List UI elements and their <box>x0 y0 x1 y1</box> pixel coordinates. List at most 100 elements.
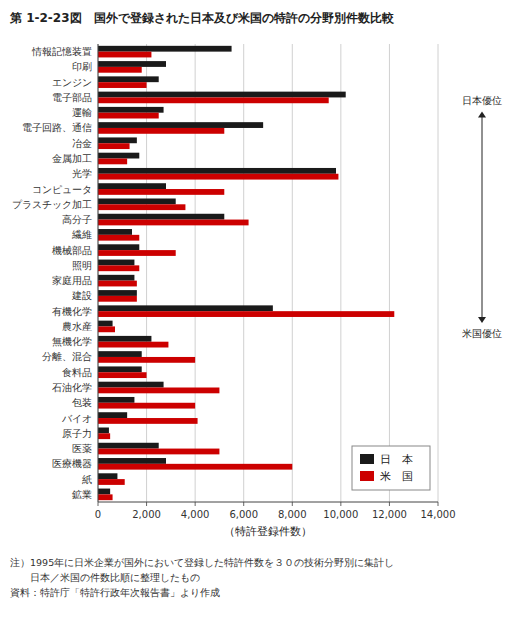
tick-mark <box>292 502 293 506</box>
y-axis <box>98 44 99 502</box>
tick-label: 14,000 <box>421 509 456 520</box>
bar <box>98 326 115 332</box>
category-label: 電子回路、通信 <box>22 122 92 133</box>
legend-label: 日 本 <box>380 453 413 466</box>
bar <box>98 305 273 311</box>
arrow-head <box>478 317 486 323</box>
bar <box>98 265 139 271</box>
bar <box>98 92 346 98</box>
tick-mark <box>438 502 439 506</box>
bar <box>98 97 329 103</box>
bar <box>98 260 134 266</box>
tick-label: 2,000 <box>132 509 161 520</box>
legend: 日 本米 国 <box>352 446 430 490</box>
notes: 注）1995年に日米企業が国外において登録した特許件数を３０の技術分野別に集計し… <box>10 557 394 598</box>
tick-mark <box>340 502 341 506</box>
category-label: 電子部品 <box>52 92 92 103</box>
tick-mark <box>243 502 244 506</box>
bar <box>98 443 159 449</box>
bar <box>98 67 142 73</box>
bar <box>98 137 137 143</box>
category-label: 農水産 <box>62 321 92 332</box>
grid-line <box>195 44 196 502</box>
bar <box>98 244 139 250</box>
category-labels: 情報記憶装置印刷エンジン電子部品運輸電子回路、通信冶金金属加工光学コンピュータプ… <box>12 46 92 500</box>
grid-line <box>292 44 293 502</box>
bar <box>98 489 110 495</box>
bar <box>98 397 134 403</box>
category-label: 冶金 <box>72 138 92 149</box>
bar <box>98 433 110 439</box>
annotation-arrow <box>482 116 483 320</box>
bar <box>98 214 224 220</box>
arrow-head <box>478 112 486 118</box>
grid-line <box>243 44 244 502</box>
bar <box>98 479 125 485</box>
category-label: 光学 <box>72 168 92 179</box>
legend-swatch <box>360 471 374 481</box>
annotation-panel: 日本優位米国優位 <box>462 95 502 340</box>
bar <box>98 189 224 195</box>
annotation: 日本優位 <box>462 95 502 106</box>
note: 注）1995年に日米企業が国外において登録した特許件数を３０の技術分野別に集計し <box>10 557 394 568</box>
bar <box>98 464 292 470</box>
bar <box>98 174 338 180</box>
bar <box>98 76 159 82</box>
tick-mark <box>389 502 390 506</box>
grid-line <box>340 44 341 502</box>
bar <box>98 311 394 317</box>
bar <box>98 418 198 424</box>
bar <box>98 449 219 455</box>
category-label: コンピュータ <box>32 184 92 195</box>
bar <box>98 412 127 418</box>
category-label: 医療機器 <box>52 458 92 469</box>
category-label: 情報記憶装置 <box>31 46 92 57</box>
tick-label: 4,000 <box>181 509 210 520</box>
category-label: 高分子 <box>62 214 92 225</box>
grid-line <box>98 44 99 502</box>
category-label: 機械部品 <box>52 245 92 256</box>
bar <box>98 122 263 128</box>
bar <box>98 403 195 409</box>
legend-swatch <box>360 454 374 464</box>
bar <box>98 321 113 327</box>
bar <box>98 204 185 210</box>
tick-mark <box>195 502 196 506</box>
category-label: エンジン <box>52 77 92 88</box>
bar <box>98 107 164 113</box>
tick-label: 6,000 <box>229 509 258 520</box>
bar <box>98 143 130 149</box>
bar <box>98 366 142 372</box>
bar <box>98 128 224 134</box>
chart: 第 1-2-23図 国外で登録された日本及び米国の特許の分野別件数比較02,00… <box>0 0 526 630</box>
bar <box>98 153 139 159</box>
tick-label: 8,000 <box>278 509 307 520</box>
bar <box>98 52 151 58</box>
category-label: 建設 <box>71 290 92 301</box>
bar <box>98 351 142 357</box>
category-label: 原子力 <box>62 428 92 439</box>
category-label: 繊維 <box>71 229 92 240</box>
bar <box>98 113 159 119</box>
bar <box>98 229 132 235</box>
bar <box>98 183 166 189</box>
category-label: 照明 <box>72 260 92 271</box>
category-label: 分離、混合 <box>42 351 92 362</box>
bar <box>98 427 109 433</box>
tick-label: 0 <box>95 509 101 520</box>
bar <box>98 296 137 302</box>
bar <box>98 82 147 88</box>
category-label: 包装 <box>72 397 92 408</box>
legend-box <box>352 446 430 490</box>
category-label: 家庭用品 <box>52 275 92 286</box>
category-label: 無機化学 <box>52 336 92 347</box>
bar <box>98 382 164 388</box>
category-label: 紙 <box>82 474 92 485</box>
grid-line <box>389 44 390 502</box>
tick-mark <box>146 502 147 506</box>
category-label: 石油化学 <box>52 382 92 393</box>
category-label: プラスチック加工 <box>12 199 92 210</box>
bar <box>98 458 166 464</box>
bar <box>98 46 232 52</box>
category-label: 印刷 <box>72 61 92 72</box>
